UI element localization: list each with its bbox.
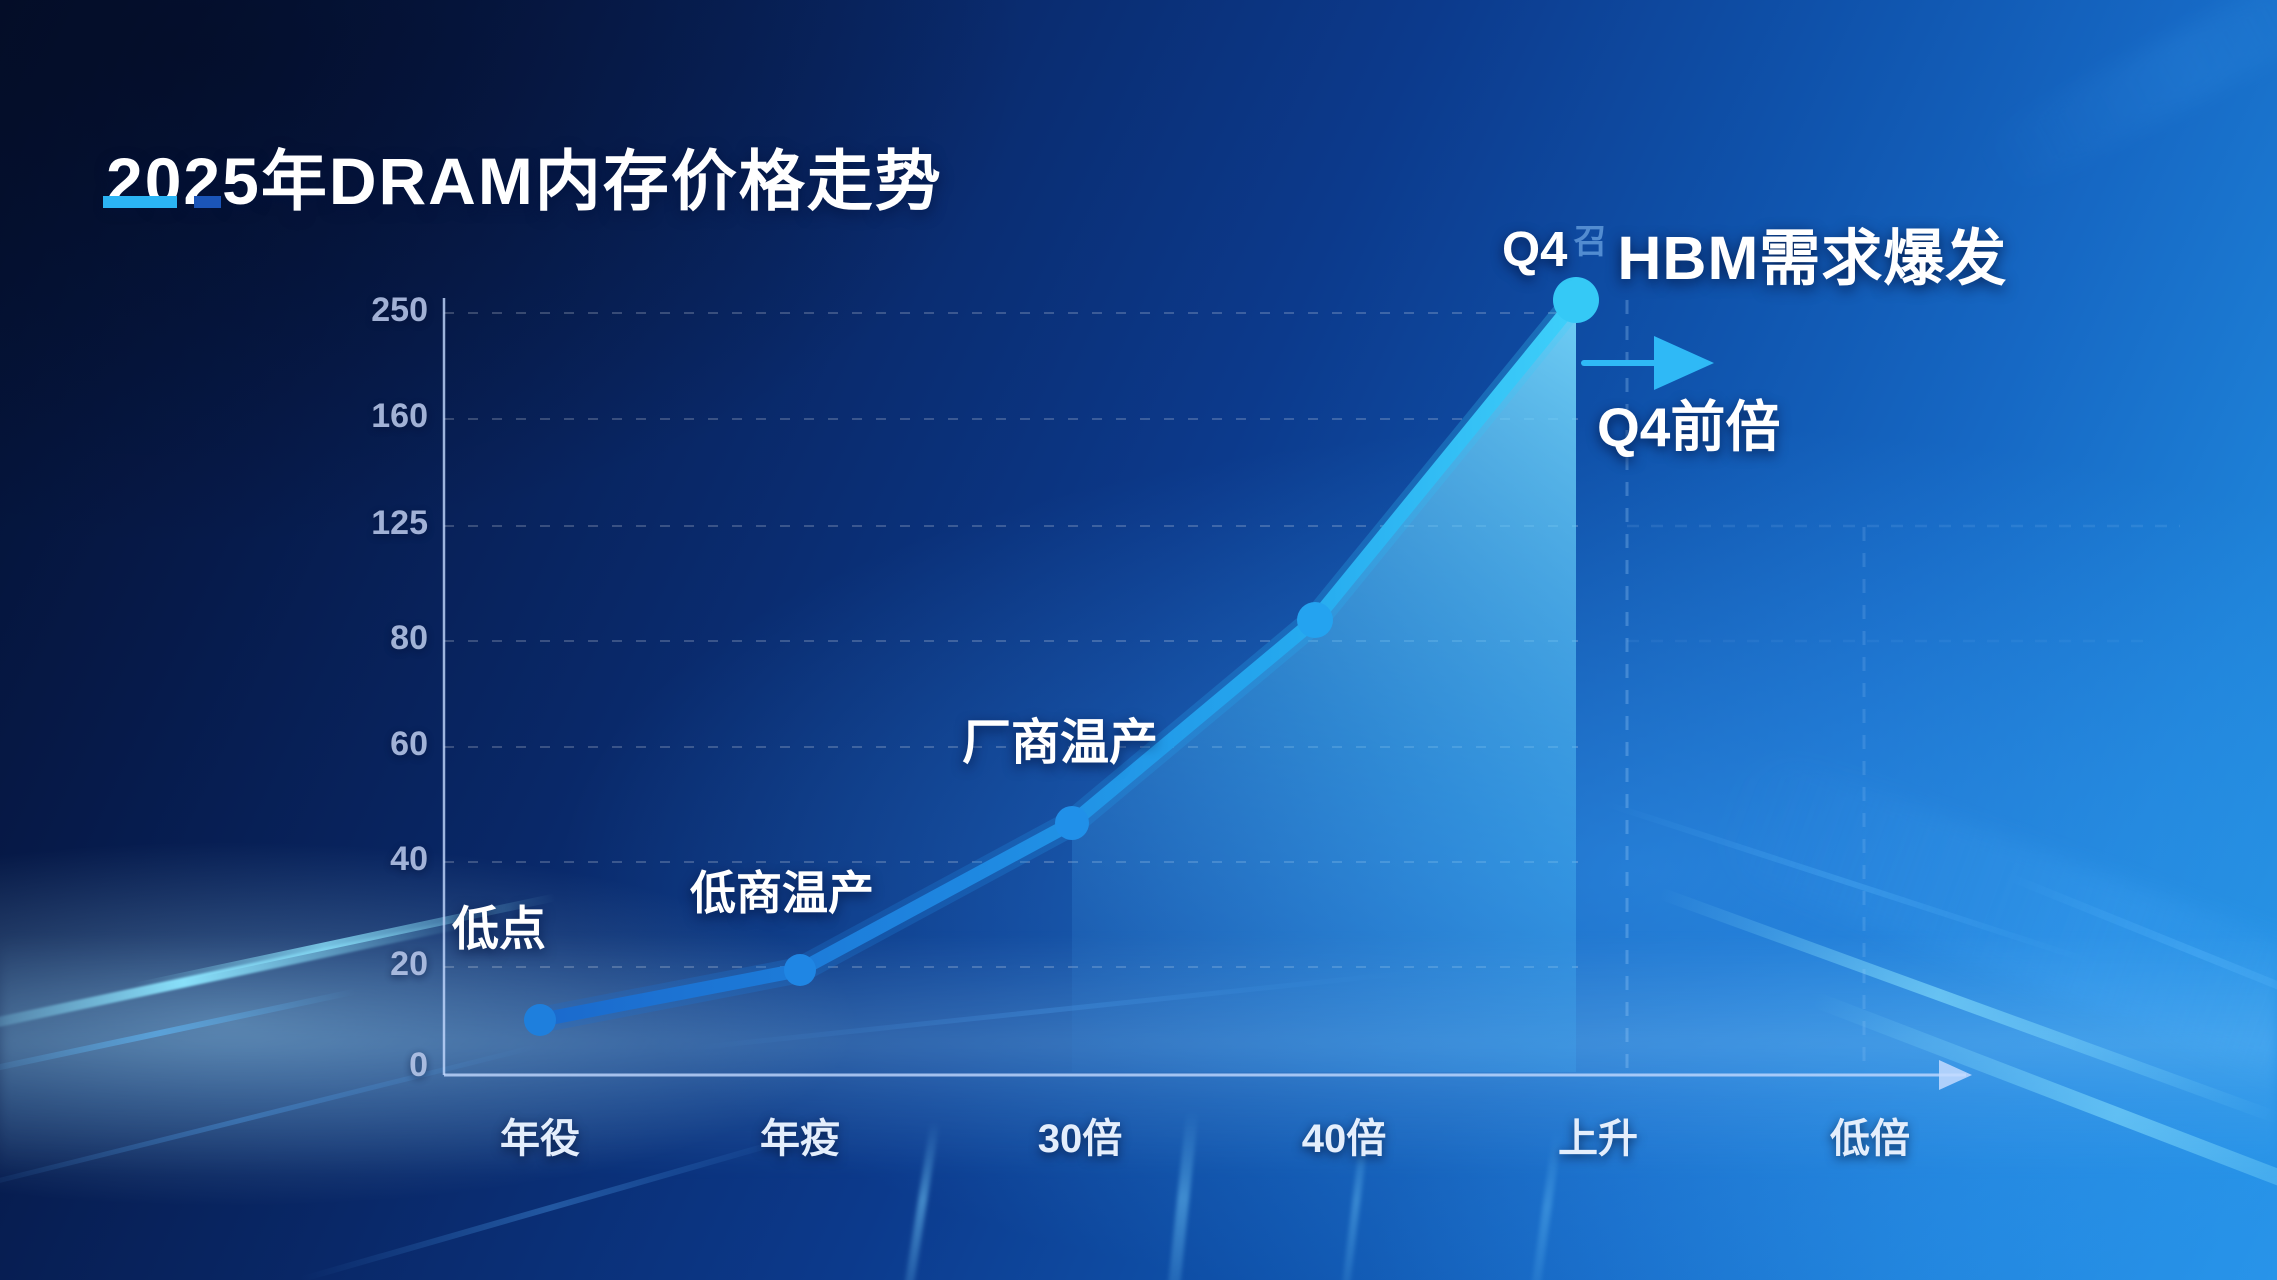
annotation-low-point: 低点 [452,902,546,955]
data-point [784,954,816,986]
x-tick-label: 低倍 [1830,1117,1910,1161]
peak-area-fill [1072,300,1576,1072]
page-title: 2025年DRAM内存价格走势 [106,144,943,219]
x-tick-label: 40倍 [1301,1117,1387,1161]
area-fill [1072,300,1576,1072]
title-underline-secondary [194,196,221,208]
data-point [1297,602,1333,638]
data-points [524,277,1599,1036]
forecast-label: Q4前倍 [1597,396,1781,458]
x-tick-label: 30倍 [1037,1117,1123,1161]
axes [442,298,1972,1090]
data-point [524,1004,556,1036]
data-point [1055,806,1089,840]
y-tick-label: 250 [371,291,428,329]
y-tick-label: 0 [409,1046,428,1084]
peak-annotation: Q4 召 HBM需求爆发 [1502,208,2007,297]
y-tick-label: 60 [390,725,428,763]
peak-q4-label: Q4 [1502,223,1568,277]
annotation-point-2: 低商温产 [690,867,874,919]
x-tick-label: 年役 [500,1117,580,1161]
dashed-guides [1625,300,2180,1072]
x-tick-label: 年疫 [760,1117,840,1161]
annotation-point-3: 厂商温产 [962,716,1159,770]
title-underline-accent [103,196,177,208]
peak-ghost-glyph: 召 [1573,223,1608,261]
y-tick-label: 40 [390,840,428,878]
y-tick-label: 20 [390,945,428,983]
peak-main-label: HBM需求爆发 [1617,224,2008,292]
y-tick-label: 125 [371,504,428,542]
y-tick-label: 160 [371,397,428,435]
y-tick-label: 80 [390,619,428,657]
x-tick-label: 上升 [1558,1117,1638,1161]
data-point [1553,277,1599,323]
